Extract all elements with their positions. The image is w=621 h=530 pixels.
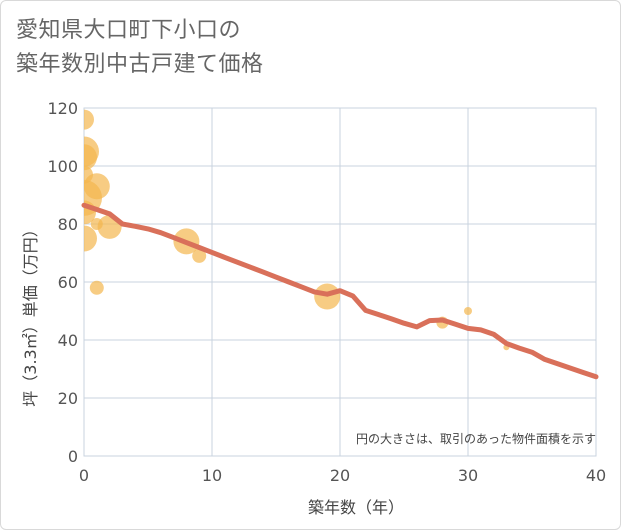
scatter-point (84, 173, 110, 200)
chart-title: 愛知県大口町下小口の 築年数別中古戸建て価格 (16, 14, 264, 82)
grid-lines (83, 107, 597, 457)
title-line-2: 築年数別中古戸建て価格 (16, 52, 264, 77)
size-note: 円の大きさは、取引のあった物件面積を示す (356, 431, 596, 446)
y-tick-label: 0 (68, 447, 78, 466)
y-tick-label: 60 (58, 273, 78, 292)
trend-line (81, 202, 599, 380)
y-tick-label: 80 (58, 215, 78, 234)
y-tick-label: 120 (47, 99, 78, 118)
x-axis-label: 築年数（年） (308, 498, 404, 517)
y-tick-label: 40 (58, 331, 78, 350)
scatter-point (84, 109, 94, 130)
scatter-point (89, 280, 104, 295)
x-tick-label: 0 (79, 466, 89, 485)
y-axis-label: 坪（3.3㎡）単価（万円） (21, 221, 40, 406)
scatter-point (84, 225, 97, 252)
x-tick-label: 30 (458, 466, 478, 485)
y-tick-label: 20 (58, 389, 78, 408)
scatter-point (192, 248, 207, 263)
scatter-point (464, 307, 472, 315)
x-tick-label: 40 (586, 466, 606, 485)
tick-labels: 0 10 20 30 40 0 20 40 60 80 100 120 (47, 99, 606, 485)
x-tick-label: 10 (202, 466, 222, 485)
scatter-point (84, 144, 97, 171)
y-tick-label: 100 (47, 157, 78, 176)
x-tick-label: 20 (330, 466, 350, 485)
title-line-1: 愛知県大口町下小口の (16, 18, 242, 43)
bubble-series (84, 109, 510, 351)
